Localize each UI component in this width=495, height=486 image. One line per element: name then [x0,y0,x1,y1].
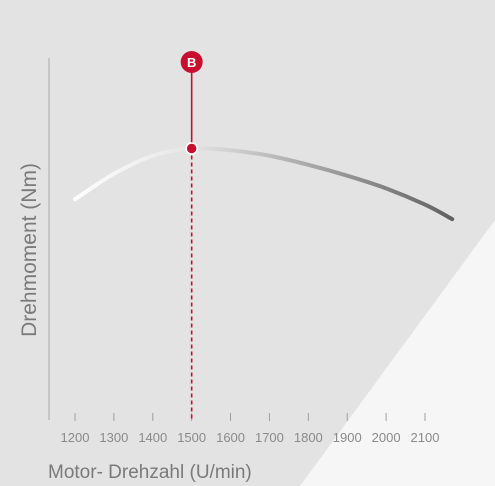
x-tick-label: 1700 [255,430,284,445]
x-tick-label: 1600 [216,430,245,445]
x-tick-label: 1400 [138,430,167,445]
x-tick-label: 2100 [411,430,440,445]
torque-curve-line [73,146,455,222]
x-tick-label: 1200 [61,430,90,445]
x-tick-label: 1800 [294,430,323,445]
x-tick-label: 1300 [99,430,128,445]
x-axis-label: Motor- Drehzahl (U/min) [48,462,252,483]
marker-badge [180,51,203,73]
marker-group: B [180,51,203,421]
marker-badge-label: B [187,55,196,70]
marker-point [185,142,198,155]
x-tick-label: 1500 [177,430,206,445]
x-axis-ticks: 1200 1300 1400 1500 1600 1700 1800 1900 2000 2100 [61,413,440,445]
series-group [73,146,455,222]
y-axis-label: Drehmoment (Nm) [18,163,41,337]
x-tick-label: 1900 [333,430,362,445]
x-tick-label: 2000 [372,430,401,445]
background-light-wedge [300,220,495,486]
